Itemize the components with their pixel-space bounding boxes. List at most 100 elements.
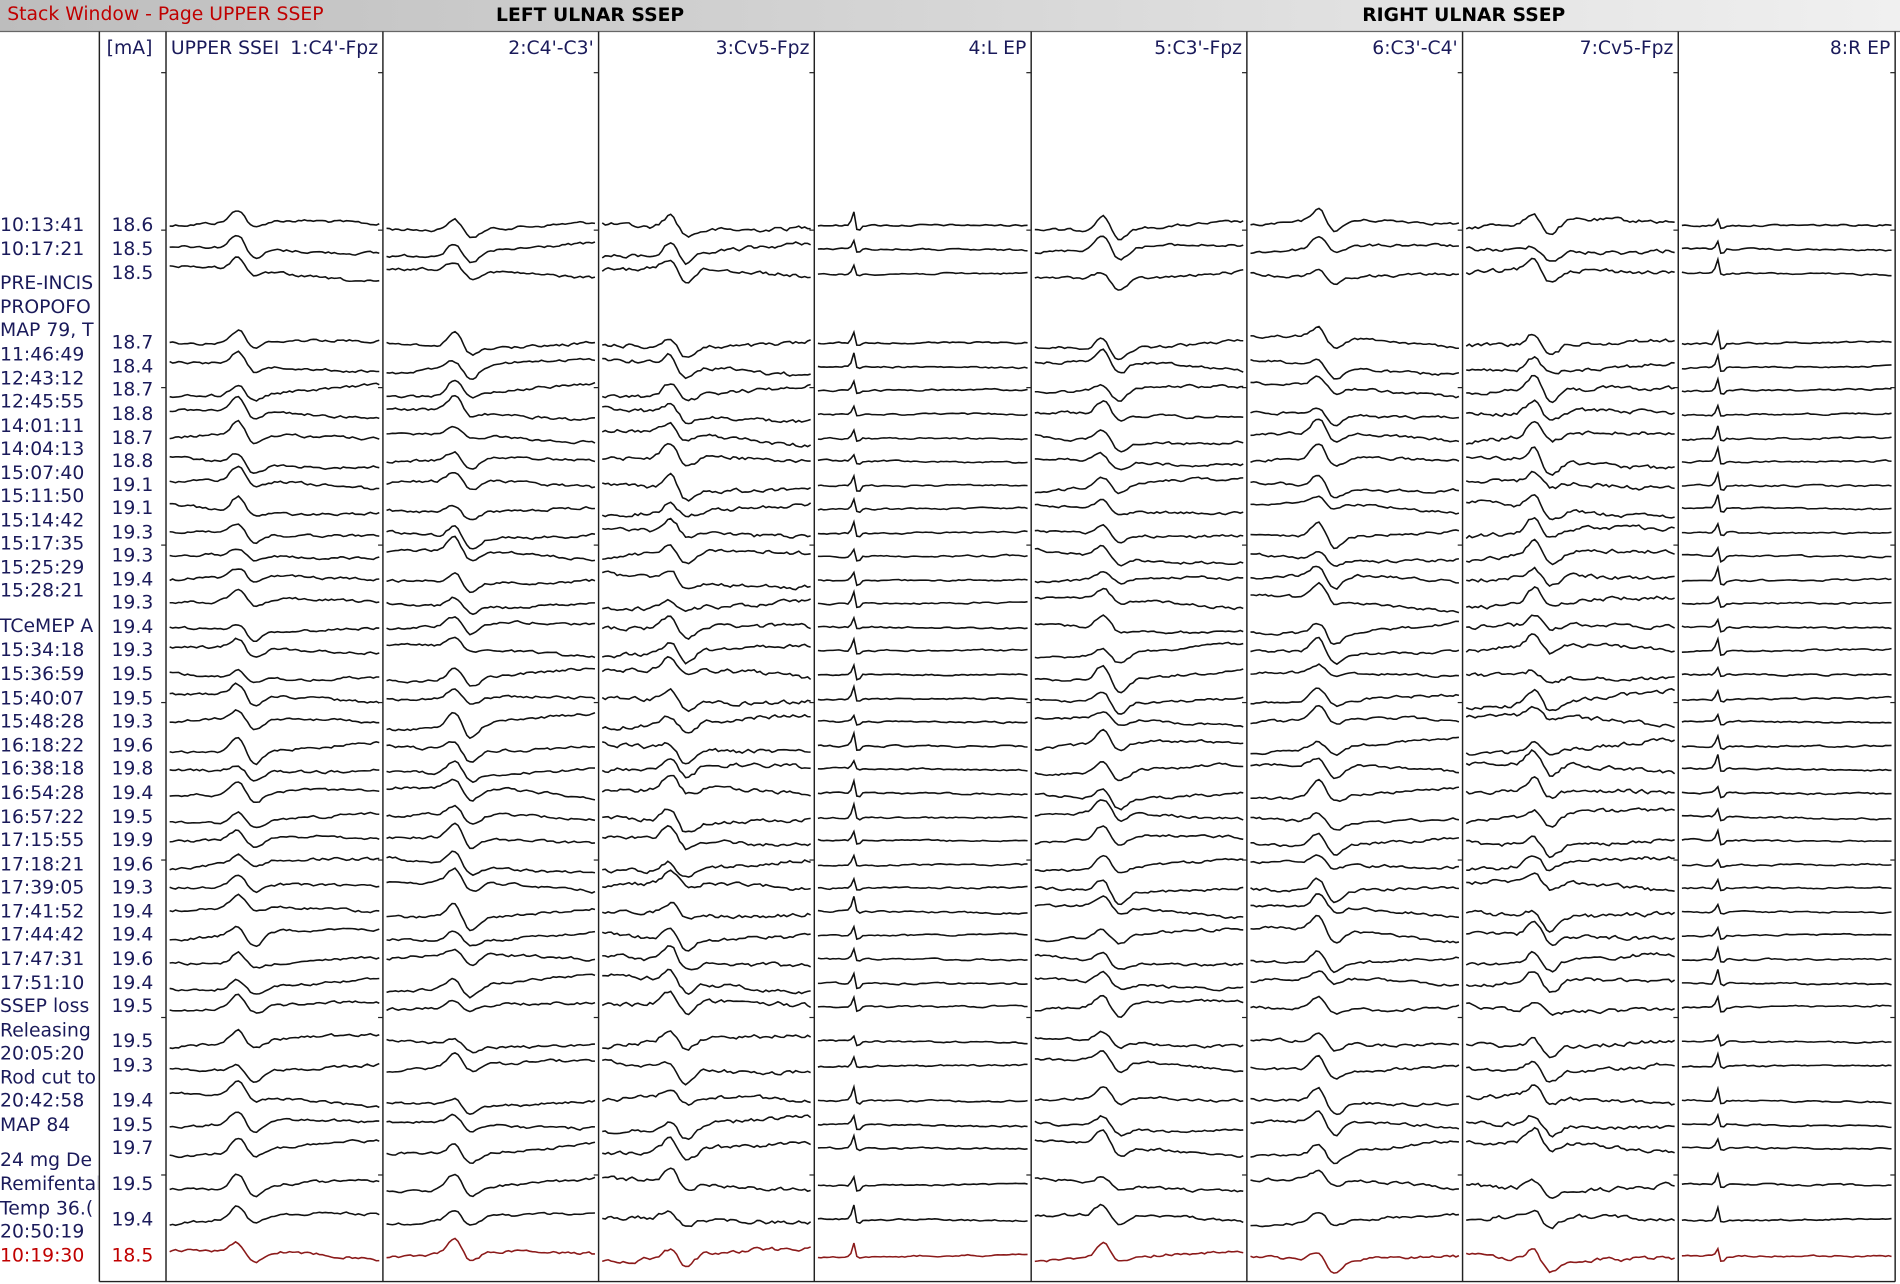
trace bbox=[601, 655, 812, 681]
trace bbox=[1250, 418, 1460, 443]
trace bbox=[1250, 704, 1460, 725]
row-label: 16:57:22 bbox=[0, 807, 84, 828]
trace bbox=[1034, 664, 1244, 694]
trace bbox=[386, 711, 596, 740]
trace bbox=[1250, 495, 1460, 515]
trace bbox=[1465, 538, 1675, 566]
unit-header: [mA] bbox=[107, 38, 153, 59]
trace bbox=[1465, 212, 1675, 236]
trace bbox=[1034, 268, 1244, 291]
trace bbox=[169, 925, 380, 948]
trace bbox=[817, 1132, 1028, 1152]
trace bbox=[1681, 376, 1892, 395]
trace bbox=[1465, 705, 1675, 729]
trace bbox=[817, 378, 1028, 395]
trace bbox=[386, 850, 596, 877]
trace bbox=[1681, 665, 1892, 678]
trace bbox=[1034, 614, 1244, 635]
intensity: 19.4 bbox=[111, 1209, 153, 1230]
trace bbox=[817, 1204, 1028, 1225]
title-bar bbox=[0, 0, 1900, 32]
trace bbox=[386, 1173, 596, 1198]
trace bbox=[817, 1174, 1028, 1192]
trace bbox=[1034, 728, 1244, 752]
channel-label: 3:Cv5-Fpz bbox=[716, 38, 810, 59]
trace bbox=[1681, 785, 1892, 799]
trace bbox=[1681, 239, 1892, 255]
intensity: 18.5 bbox=[111, 1246, 153, 1267]
trace bbox=[1250, 970, 1459, 987]
trace bbox=[1034, 691, 1244, 715]
trace bbox=[169, 893, 380, 914]
trace bbox=[1465, 1248, 1675, 1274]
intensity: 19.5 bbox=[111, 664, 153, 685]
trace bbox=[1466, 872, 1675, 892]
trace bbox=[1034, 1050, 1244, 1074]
trace bbox=[169, 494, 380, 517]
trace bbox=[1250, 1252, 1460, 1274]
intensity: 19.6 bbox=[111, 854, 153, 875]
trace bbox=[386, 616, 595, 636]
row-label: 20:50:19 bbox=[0, 1221, 84, 1242]
row-label: 12:45:55 bbox=[0, 392, 84, 413]
trace bbox=[1466, 1001, 1675, 1016]
intensity: 19.4 bbox=[111, 973, 153, 994]
trace bbox=[1034, 1114, 1244, 1137]
row-label: 17:51:10 bbox=[0, 973, 84, 994]
trace bbox=[602, 402, 811, 425]
row-label: 15:48:28 bbox=[0, 711, 84, 732]
trace bbox=[1034, 570, 1244, 585]
trace bbox=[817, 519, 1028, 538]
trace bbox=[602, 1136, 812, 1161]
trace bbox=[817, 352, 1028, 370]
trace bbox=[1465, 971, 1676, 994]
trace bbox=[386, 596, 595, 616]
trace bbox=[1034, 927, 1244, 945]
trace bbox=[817, 801, 1028, 821]
trace bbox=[1250, 636, 1460, 666]
trace bbox=[1465, 257, 1675, 283]
trace bbox=[169, 811, 380, 829]
intensity: 19.6 bbox=[111, 949, 153, 970]
channel-label: 5:C3'-Fpz bbox=[1154, 38, 1242, 59]
trace bbox=[1034, 544, 1244, 567]
trace bbox=[1034, 1129, 1244, 1158]
trace bbox=[602, 1030, 812, 1052]
trace bbox=[1034, 1241, 1244, 1263]
trace bbox=[1250, 474, 1460, 499]
trace bbox=[386, 867, 596, 894]
trace bbox=[169, 329, 380, 349]
trace bbox=[1250, 207, 1460, 233]
trace bbox=[602, 1167, 811, 1193]
trace bbox=[386, 778, 596, 802]
trace bbox=[1034, 523, 1244, 544]
trace bbox=[1681, 545, 1892, 564]
trace bbox=[169, 453, 380, 474]
trace bbox=[817, 994, 1028, 1013]
trace bbox=[817, 211, 1028, 231]
trace bbox=[601, 687, 811, 713]
trace bbox=[1250, 1086, 1459, 1116]
trace bbox=[1250, 550, 1460, 567]
trace bbox=[1250, 235, 1459, 255]
trace bbox=[1681, 425, 1892, 442]
row-label: 10:17:21 bbox=[0, 239, 84, 260]
trace bbox=[1465, 420, 1675, 445]
trace bbox=[386, 1210, 595, 1226]
trace bbox=[1466, 566, 1675, 588]
intensity: 19.4 bbox=[111, 1091, 153, 1112]
row-label: Rod cut to bbox=[0, 1068, 96, 1089]
trace bbox=[386, 973, 596, 999]
trace bbox=[817, 238, 1028, 253]
trace bbox=[1465, 776, 1675, 800]
trace bbox=[817, 896, 1028, 915]
intensity: 19.4 bbox=[111, 617, 153, 638]
trace bbox=[1250, 950, 1460, 974]
trace bbox=[601, 383, 811, 402]
trace bbox=[817, 496, 1028, 514]
intensity: 19.1 bbox=[111, 498, 153, 519]
trace bbox=[1466, 374, 1675, 404]
trace bbox=[601, 259, 811, 284]
trace bbox=[817, 970, 1028, 990]
